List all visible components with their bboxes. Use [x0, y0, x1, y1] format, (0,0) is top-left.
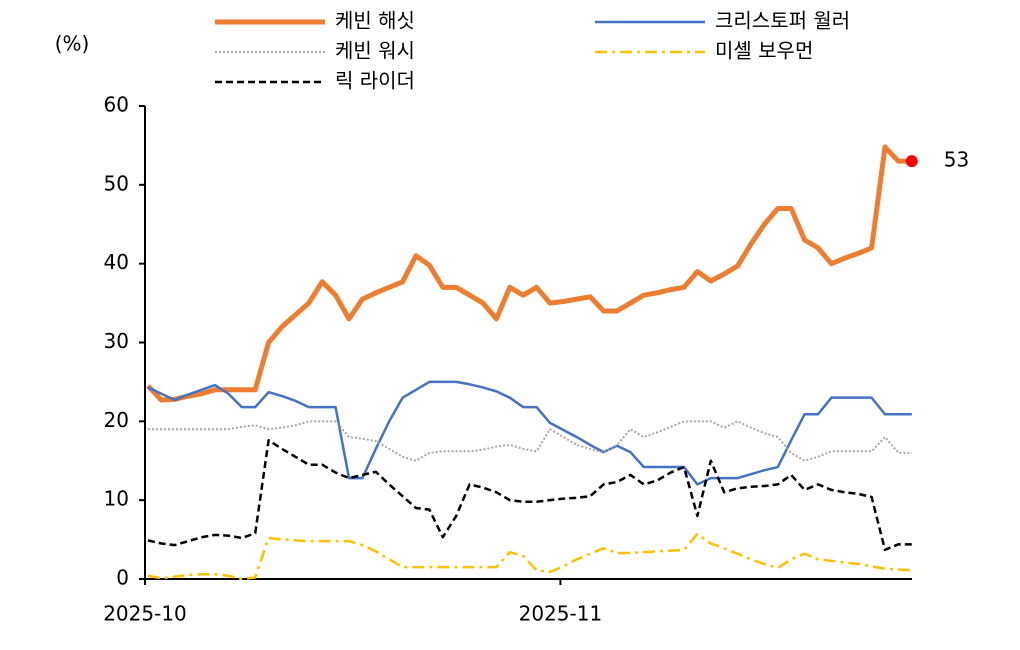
y-tick-label: 50: [104, 171, 129, 195]
series-line: [147, 532, 912, 581]
series-line: [148, 420, 912, 462]
y-tick-label: 20: [104, 408, 129, 432]
data-label: 53: [944, 148, 969, 172]
y-tick-label: 40: [104, 250, 129, 274]
y-tick-label: 60: [104, 93, 129, 117]
highlight-point: [905, 155, 918, 168]
series-line: [147, 439, 912, 552]
y-tick-label: 10: [104, 487, 129, 511]
y-tick-label: 30: [104, 329, 129, 353]
series-line: [146, 144, 912, 403]
legend-label: 릭 라이더: [335, 69, 415, 93]
legend-label: 케빈 워시: [335, 39, 415, 63]
x-tick-label: 2025-11: [519, 602, 603, 626]
y-tick-label: 0: [116, 566, 129, 590]
legend-label: 케빈 해싯: [335, 9, 415, 33]
y-axis-label: (%): [55, 32, 90, 56]
series-line: [147, 380, 912, 486]
x-tick-label: 2025-10: [103, 602, 187, 626]
legend-label: 크리스토퍼 월러: [715, 9, 850, 33]
legend-label: 미셸 보우먼: [715, 39, 813, 63]
